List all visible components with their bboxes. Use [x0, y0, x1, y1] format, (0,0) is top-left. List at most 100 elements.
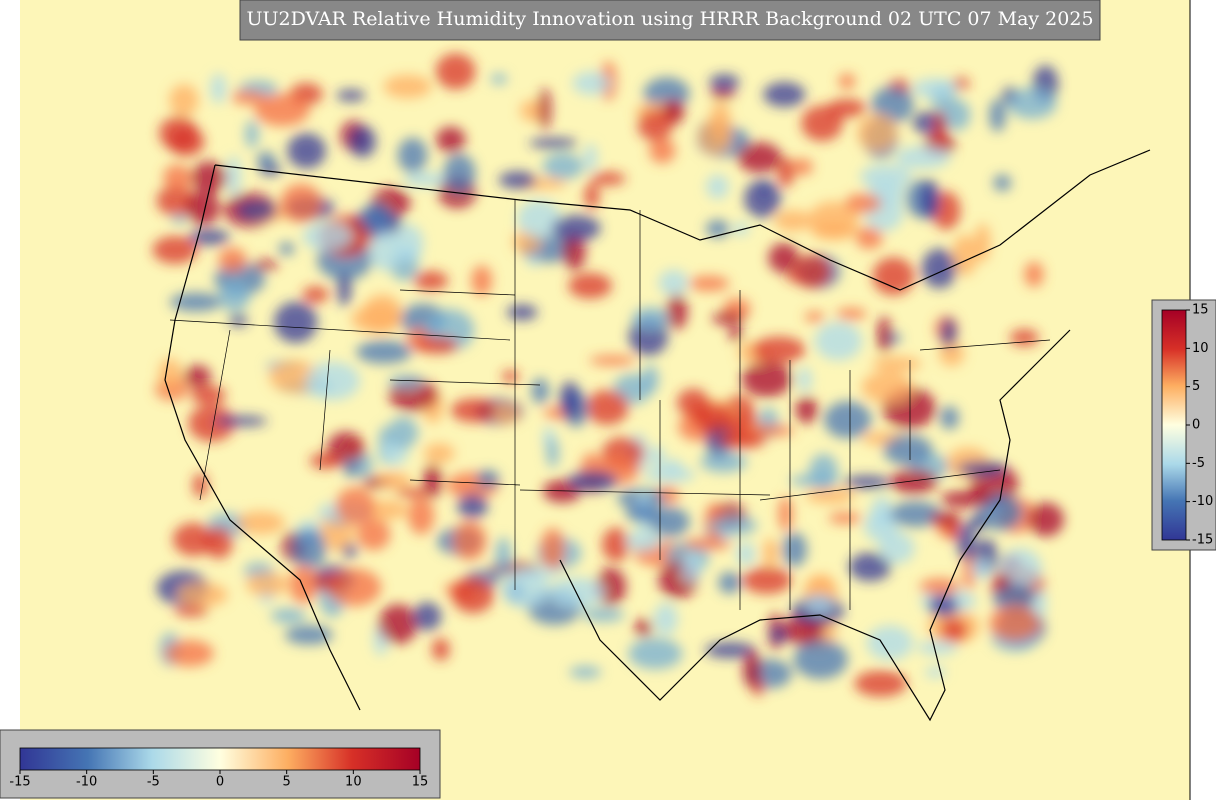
- field-patch: [302, 286, 329, 303]
- field-patch: [683, 537, 732, 551]
- field-patch: [628, 637, 683, 670]
- field-patch: [305, 361, 360, 401]
- field-patch: [168, 127, 205, 157]
- field-patch: [174, 604, 209, 617]
- field-patch: [451, 575, 495, 614]
- colorbar-tick-label: 10: [1192, 341, 1209, 356]
- field-patch: [183, 365, 212, 388]
- field-patch: [551, 215, 601, 242]
- field-patch: [152, 235, 198, 264]
- field-patch: [492, 403, 520, 425]
- field-patch: [270, 608, 307, 624]
- field-patch: [1033, 588, 1047, 618]
- field-patch: [781, 532, 807, 567]
- field-patch: [848, 552, 892, 582]
- field-patch: [169, 292, 222, 312]
- field-patch: [921, 248, 957, 289]
- field-patch: [929, 512, 962, 525]
- field-patch: [395, 487, 429, 498]
- field-patch: [236, 510, 285, 535]
- field-patch: [312, 574, 344, 590]
- field-patch: [883, 434, 933, 466]
- field-patch: [527, 256, 540, 267]
- field-patch: [712, 311, 745, 325]
- colorbar: [19, 747, 421, 771]
- field-patch: [568, 272, 612, 299]
- field-patch: [490, 73, 508, 85]
- field-patch: [828, 512, 862, 524]
- field-patch: [736, 541, 756, 566]
- field-patch: [940, 317, 957, 348]
- field-patch: [424, 443, 455, 464]
- field-patch: [506, 304, 538, 321]
- field-patch: [341, 543, 358, 558]
- field-patch: [933, 110, 947, 149]
- field-patch: [940, 490, 992, 508]
- field-patch: [791, 158, 813, 176]
- field-patch: [431, 638, 450, 661]
- field-patch: [895, 145, 951, 170]
- field-patch: [805, 593, 834, 616]
- field-patch: [529, 137, 578, 149]
- field-patch: [378, 604, 418, 645]
- field-patch: [585, 389, 629, 425]
- field-patch: [705, 219, 730, 238]
- field-patch: [996, 574, 1011, 589]
- field-patch: [210, 73, 227, 104]
- field-patch: [453, 521, 487, 561]
- field-patch: [335, 487, 375, 525]
- field-patch: [245, 120, 259, 149]
- field-patch: [498, 171, 537, 189]
- field-patch: [889, 468, 938, 494]
- field-patch: [653, 603, 678, 636]
- field-patch: [582, 607, 625, 622]
- field-patch: [256, 151, 276, 168]
- field-patch: [693, 403, 734, 433]
- field-patch: [838, 73, 856, 90]
- field-patch: [889, 501, 942, 528]
- field-patch: [408, 496, 435, 535]
- field-patch: [928, 595, 959, 617]
- field-patch: [637, 110, 673, 141]
- colorbar-tick-label: 0: [216, 775, 224, 790]
- field-patch: [870, 495, 893, 528]
- field-patch: [943, 99, 971, 131]
- field-patch: [641, 365, 659, 394]
- field-patch: [939, 406, 959, 430]
- field-patch: [540, 528, 565, 570]
- field-patch: [413, 270, 449, 291]
- field-patch: [792, 254, 832, 289]
- field-patch: [236, 200, 277, 220]
- field-patch: [601, 527, 630, 562]
- field-patch: [971, 558, 992, 579]
- colorbar-tick-label: 15: [412, 775, 429, 790]
- field-patch: [590, 171, 626, 186]
- field-patch: [704, 642, 757, 659]
- field-patch: [710, 88, 736, 100]
- field-patch: [309, 452, 341, 470]
- field-patch: [1028, 502, 1064, 537]
- field-patch: [866, 625, 914, 661]
- field-patch: [278, 242, 295, 256]
- field-patch: [302, 221, 352, 251]
- field-patch: [706, 174, 729, 199]
- field-patch: [415, 336, 459, 354]
- field-patch: [383, 74, 432, 99]
- field-patch: [214, 415, 268, 427]
- field-patch: [387, 416, 419, 449]
- field-patch: [471, 265, 493, 296]
- field-patch: [337, 272, 352, 307]
- field-patch: [743, 650, 762, 688]
- field-patch: [763, 82, 806, 107]
- field-patch: [169, 84, 199, 117]
- field-patch: [185, 191, 221, 226]
- field-patch: [413, 602, 442, 631]
- field-patch: [823, 401, 872, 439]
- colorbar-tick-label: -5: [147, 775, 160, 790]
- field-patch: [476, 469, 500, 488]
- colorbar: [1161, 309, 1187, 541]
- state-lines: [169, 200, 1051, 610]
- field-patch: [744, 179, 782, 218]
- field-patch: [951, 234, 978, 276]
- field-patch: [501, 370, 520, 383]
